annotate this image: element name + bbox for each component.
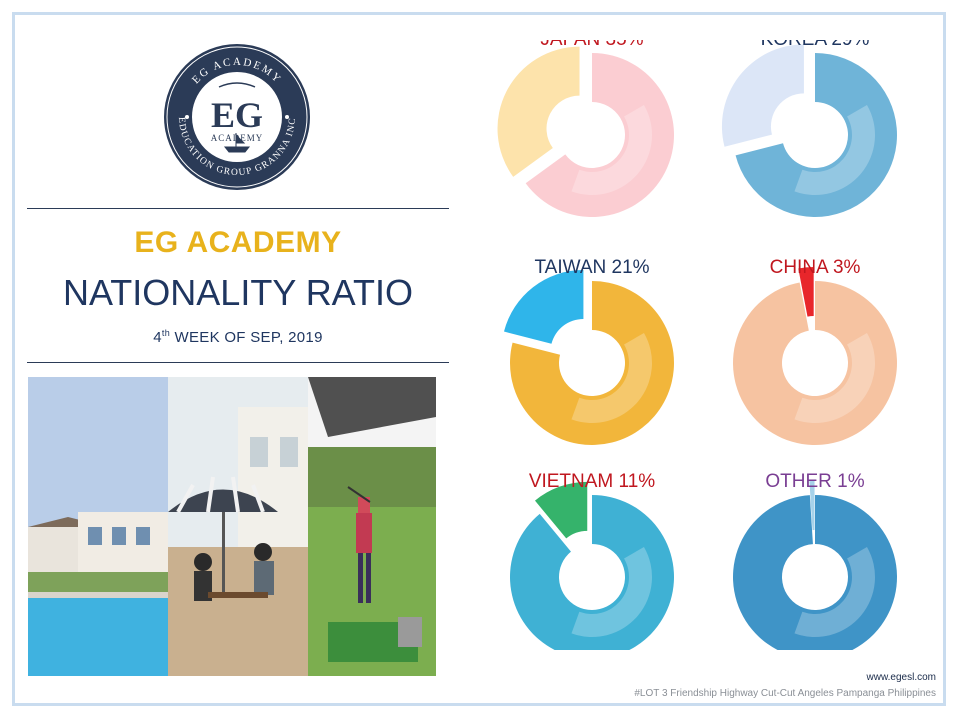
ship-icon bbox=[223, 133, 251, 153]
donut-rest-vietnam bbox=[510, 495, 674, 650]
nationality-donut-charts: JAPAN 35% KOREA 29% TAIWAN 21% CHINA 3% VIET… bbox=[497, 40, 897, 650]
donut-slice-china bbox=[798, 267, 814, 317]
divider-bottom bbox=[27, 362, 449, 363]
slide-frame bbox=[12, 12, 946, 706]
donut-decor-china bbox=[794, 333, 875, 423]
donut-decor-other bbox=[794, 547, 875, 637]
donut-decor-vietnam bbox=[571, 547, 652, 637]
donut-slice-taiwan bbox=[503, 269, 584, 344]
donut-rest-japan bbox=[525, 53, 674, 218]
logo-monogram: EG bbox=[211, 95, 263, 135]
donut-slice-korea bbox=[721, 44, 804, 147]
donut-label-taiwan: TAIWAN 21% bbox=[534, 257, 649, 278]
donut-label-japan: JAPAN 35% bbox=[540, 40, 643, 50]
donut-rest-other bbox=[733, 495, 897, 650]
patio-umbrella-photo bbox=[168, 377, 308, 676]
donut-taiwan: TAIWAN 21% bbox=[503, 257, 674, 445]
donut-china: CHINA 3% bbox=[733, 257, 897, 445]
donut-label-vietnam: VIETNAM 11% bbox=[529, 471, 655, 492]
donut-rest-korea bbox=[735, 53, 897, 218]
donut-other: OTHER 1% bbox=[733, 471, 897, 650]
donut-label-other: OTHER 1% bbox=[765, 471, 864, 492]
divider-top bbox=[27, 208, 449, 209]
golf-range-photo bbox=[308, 377, 436, 676]
donut-label-china: CHINA 3% bbox=[770, 257, 861, 278]
donut-rest-taiwan bbox=[510, 281, 674, 445]
pool-building-photo bbox=[28, 377, 168, 676]
donut-vietnam: VIETNAM 11% bbox=[510, 471, 674, 650]
page-title: NATIONALITY RATIO bbox=[62, 272, 414, 313]
donut-korea: KOREA 29% bbox=[721, 40, 897, 218]
donut-japan: JAPAN 35% bbox=[497, 40, 674, 218]
donut-decor-taiwan bbox=[571, 333, 652, 424]
address-text: #LOT 3 Friendship Highway Cut-Cut Angele… bbox=[634, 688, 936, 699]
donut-slice-other bbox=[809, 481, 815, 531]
donut-rest-china bbox=[733, 281, 897, 445]
date-subtitle: 4th WEEK OF SEP, 2019 bbox=[153, 328, 323, 346]
donut-slice-vietnam bbox=[534, 481, 588, 539]
donut-slice-japan bbox=[497, 46, 580, 177]
donut-label-korea: KOREA 29% bbox=[761, 40, 870, 50]
website-url[interactable]: www.egesl.com bbox=[866, 672, 936, 683]
donut-decor-japan bbox=[571, 105, 652, 196]
eg-academy-logo: EG ACADEMY EDUCATION GROUP GRANNA INC EG… bbox=[164, 44, 310, 190]
donut-decor-korea bbox=[794, 105, 875, 196]
brand-heading: EG ACADEMY bbox=[134, 226, 342, 259]
campus-photo-collage bbox=[28, 377, 436, 676]
logo-ornament-icon bbox=[218, 82, 256, 88]
